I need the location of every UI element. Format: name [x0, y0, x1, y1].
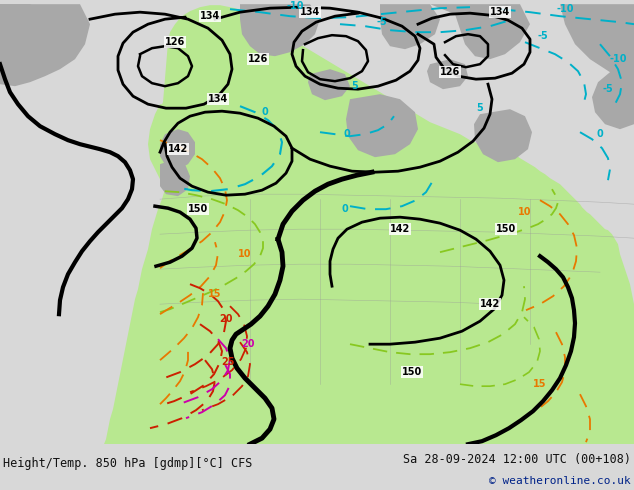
Text: 142: 142	[168, 144, 188, 154]
Text: -5: -5	[377, 17, 387, 27]
Text: 150: 150	[496, 224, 516, 234]
Polygon shape	[160, 129, 195, 169]
Text: Height/Temp. 850 hPa [gdmp][°C] CFS: Height/Temp. 850 hPa [gdmp][°C] CFS	[3, 457, 252, 470]
Text: 0: 0	[262, 107, 268, 117]
Text: Sa 28-09-2024 12:00 UTC (00+108): Sa 28-09-2024 12:00 UTC (00+108)	[403, 453, 631, 466]
Text: 134: 134	[490, 7, 510, 17]
Text: 0: 0	[342, 204, 348, 214]
Polygon shape	[240, 4, 320, 56]
Text: 20: 20	[219, 314, 233, 324]
Text: 20: 20	[242, 339, 255, 349]
Text: 0: 0	[597, 129, 604, 139]
Text: 134: 134	[200, 11, 220, 21]
Text: 142: 142	[480, 299, 500, 309]
Text: 15: 15	[208, 289, 222, 299]
Text: 126: 126	[440, 67, 460, 77]
Polygon shape	[346, 94, 418, 157]
Text: 10: 10	[238, 249, 252, 259]
Text: 134: 134	[300, 7, 320, 17]
Text: 25: 25	[221, 357, 235, 367]
Text: 5: 5	[477, 103, 483, 113]
Text: 142: 142	[390, 224, 410, 234]
Polygon shape	[104, 5, 634, 444]
Text: 5: 5	[352, 81, 358, 91]
Text: 150: 150	[402, 367, 422, 377]
Text: 0: 0	[344, 129, 351, 139]
Text: -5: -5	[538, 31, 548, 41]
Text: -10: -10	[286, 1, 304, 11]
Text: 15: 15	[533, 379, 547, 389]
Polygon shape	[427, 59, 468, 89]
Text: -10: -10	[609, 54, 627, 64]
Text: 10: 10	[518, 207, 532, 217]
Polygon shape	[160, 159, 190, 196]
Text: 126: 126	[165, 37, 185, 47]
Text: 126: 126	[248, 54, 268, 64]
Polygon shape	[380, 4, 440, 49]
Text: © weatheronline.co.uk: © weatheronline.co.uk	[489, 476, 631, 487]
Text: 134: 134	[208, 94, 228, 104]
Polygon shape	[560, 4, 634, 129]
Text: -10: -10	[556, 4, 574, 14]
Text: 150: 150	[188, 204, 208, 214]
Polygon shape	[0, 4, 60, 49]
Polygon shape	[0, 4, 90, 86]
Polygon shape	[308, 69, 350, 100]
Text: -5: -5	[603, 84, 613, 94]
Polygon shape	[430, 4, 530, 59]
Polygon shape	[474, 109, 532, 162]
